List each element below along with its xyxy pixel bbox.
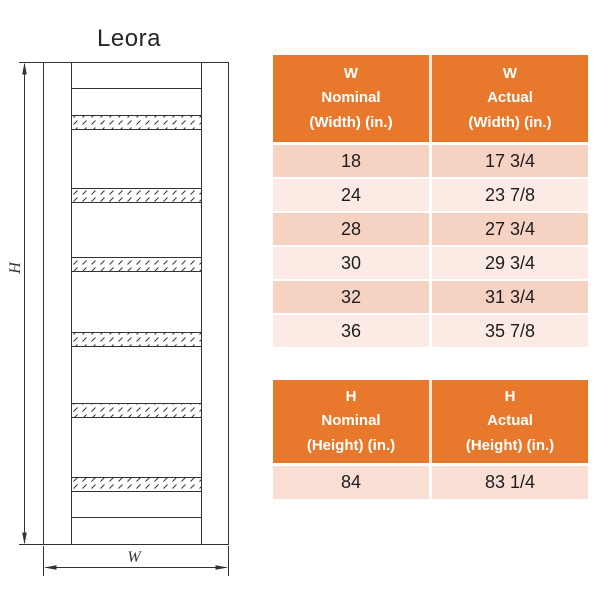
door-louver-band	[71, 257, 202, 272]
header-kind: Actual	[487, 412, 533, 430]
w-arrowhead-left	[44, 565, 57, 570]
table-cell: 35 7/8	[432, 315, 588, 347]
header-kind: Nominal	[321, 89, 381, 107]
door-diagram	[19, 62, 229, 576]
width-nominal-header: W Nominal (Width) (in.)	[273, 55, 429, 142]
product-title: Leora	[97, 25, 161, 52]
height-dimension-label: H	[7, 262, 24, 274]
table-cell: 17 3/4	[432, 145, 588, 177]
table-cell: 18	[273, 145, 429, 177]
header-unit: (Width) (in.)	[468, 113, 552, 131]
width-spec-table: W Nominal (Width) (in.) W Actual (Width)…	[273, 55, 588, 347]
table-cell: 30	[273, 247, 429, 279]
width-actual-header: W Actual (Width) (in.)	[432, 55, 588, 142]
door-louver-band	[71, 477, 202, 492]
header-dim-letter: W	[502, 65, 518, 83]
table-cell: 27 3/4	[432, 213, 588, 245]
table-cell: 28	[273, 213, 429, 245]
height-actual-header: H Actual (Height) (in.)	[432, 380, 588, 463]
table-cell: 84	[273, 466, 429, 499]
table-cell: 36	[273, 315, 429, 347]
height-table-body: 84 83 1/4	[273, 466, 588, 499]
h-arrowhead-down	[22, 532, 27, 545]
table-cell: 31 3/4	[432, 281, 588, 313]
w-arrowhead-right	[215, 565, 228, 570]
table-cell: 24	[273, 179, 429, 211]
header-kind: Actual	[487, 89, 533, 107]
header-kind: Nominal	[321, 412, 381, 430]
table-cell: 32	[273, 281, 429, 313]
header-dim-letter: W	[343, 65, 359, 83]
height-spec-table: H Nominal (Height) (in.) H Actual (Heigh…	[273, 380, 588, 499]
width-dimension-label: W	[120, 549, 148, 567]
header-unit: (Width) (in.)	[309, 113, 393, 131]
table-cell: 83 1/4	[432, 466, 588, 499]
header-unit: (Height) (in.)	[306, 436, 396, 454]
door-louver-band	[71, 332, 202, 347]
height-nominal-header: H Nominal (Height) (in.)	[273, 380, 429, 463]
door-outline	[43, 62, 229, 545]
height-table-header-row: H Nominal (Height) (in.) H Actual (Heigh…	[273, 380, 588, 463]
h-arrowhead-up	[22, 62, 27, 75]
header-unit: (Height) (in.)	[465, 436, 555, 454]
table-cell: 29 3/4	[432, 247, 588, 279]
width-table-body: 18 17 3/4 24 23 7/8 28 27 3/4 30 29 3/4 …	[273, 145, 588, 347]
door-louver-band	[71, 403, 202, 418]
width-table-header-row: W Nominal (Width) (in.) W Actual (Width)…	[273, 55, 588, 142]
table-cell: 23 7/8	[432, 179, 588, 211]
door-louver-band	[71, 188, 202, 203]
header-dim-letter: H	[504, 388, 516, 406]
door-louver-band	[71, 115, 202, 130]
header-dim-letter: H	[345, 388, 357, 406]
